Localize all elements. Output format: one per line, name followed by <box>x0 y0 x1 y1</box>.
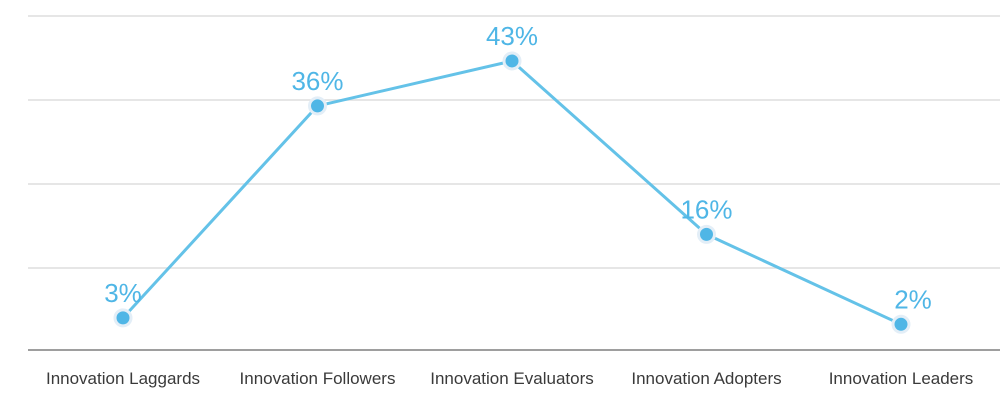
data-point-2 <box>308 96 327 116</box>
gridlines <box>28 15 1000 269</box>
data-point-5 <box>891 314 911 334</box>
data-labels: 3% 36% 43% 16% 2% <box>104 21 932 314</box>
x-axis-tick-labels: Innovation Laggards Innovation Followers I… <box>46 369 973 388</box>
data-point-3 <box>502 51 522 71</box>
data-label-4: 16% <box>680 194 732 224</box>
x-tick-label-1: Innovation Laggards <box>46 369 200 388</box>
data-point-1 <box>113 308 133 328</box>
x-tick-label-5: Innovation Leaders <box>829 369 974 388</box>
data-label-5: 2% <box>894 284 932 314</box>
x-tick-label-4: Innovation Adopters <box>631 369 781 388</box>
x-tick-label-2: Innovation Followers <box>240 369 396 388</box>
data-points <box>113 51 911 334</box>
data-label-3: 43% <box>486 21 538 51</box>
data-point-4 <box>697 224 716 244</box>
data-label-2: 36% <box>291 66 343 96</box>
x-tick-label-3: Innovation Evaluators <box>430 369 594 388</box>
data-label-1: 3% <box>104 278 142 308</box>
